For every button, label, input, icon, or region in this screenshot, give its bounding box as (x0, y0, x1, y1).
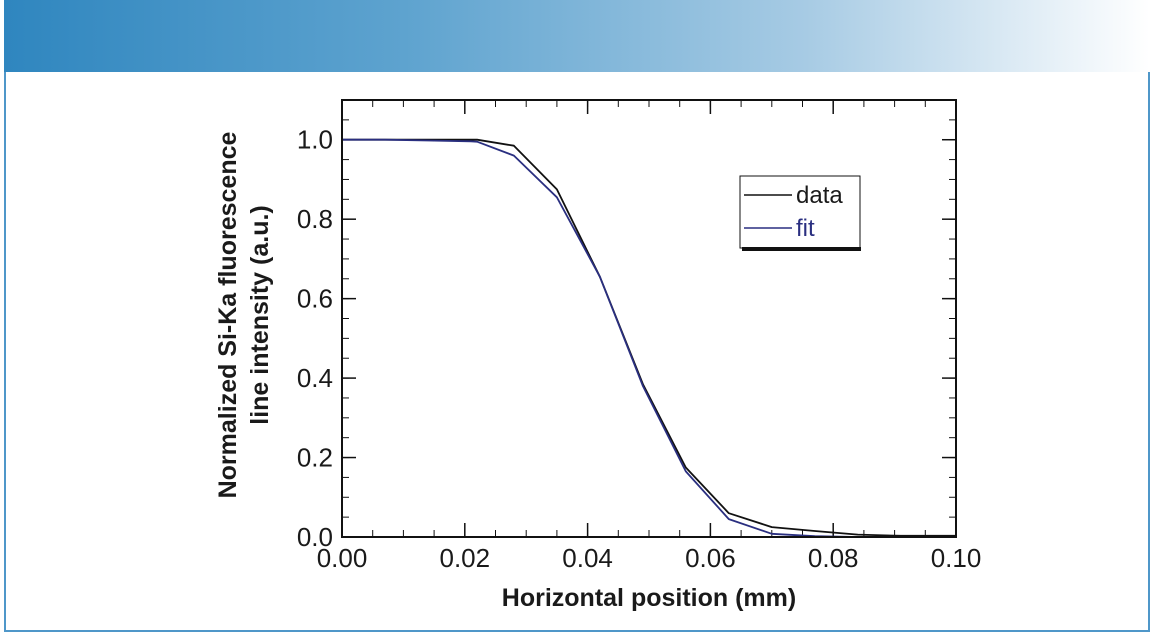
series-layer (342, 138, 956, 538)
x-axis-label: Horizontal position (mm) (502, 584, 796, 612)
x-tick-label: 0.08 (808, 543, 859, 573)
plot-area-border (341, 99, 957, 538)
y-tick-label: 0.2 (297, 443, 333, 473)
series-line-data (342, 138, 956, 537)
legend-box (739, 175, 861, 249)
x-tick-label: 0.02 (439, 543, 490, 573)
x-tick-label: 0.00 (317, 543, 368, 573)
y-axis-label-line2: line intensity (a.u.) (246, 205, 274, 424)
header-banner (4, 0, 1150, 72)
legend-label-fit: fit (796, 215, 815, 242)
y-tick-label: 0.0 (297, 522, 333, 552)
figure-frame (4, 72, 1150, 632)
legend: data fit (739, 175, 861, 251)
y-tick-label: 0.6 (297, 284, 333, 314)
tick-labels: 0.00 0.02 0.04 0.06 0.08 0.10 0.0 0.2 0.4 0.6 0.8 1… (297, 125, 981, 573)
y-tick-label: 1.0 (297, 125, 333, 155)
legend-label-data: data (796, 182, 843, 209)
x-tick-label: 0.04 (562, 543, 613, 573)
y-axis-label-line1: Normalized Si-Ka fluorescence (214, 132, 242, 499)
series-line-fit (342, 138, 956, 538)
y-tick-label: 0.8 (297, 204, 333, 234)
axis-ticks (341, 99, 957, 538)
x-tick-label: 0.06 (685, 543, 736, 573)
x-tick-label: 0.10 (931, 543, 982, 573)
y-tick-label: 0.4 (297, 363, 333, 393)
